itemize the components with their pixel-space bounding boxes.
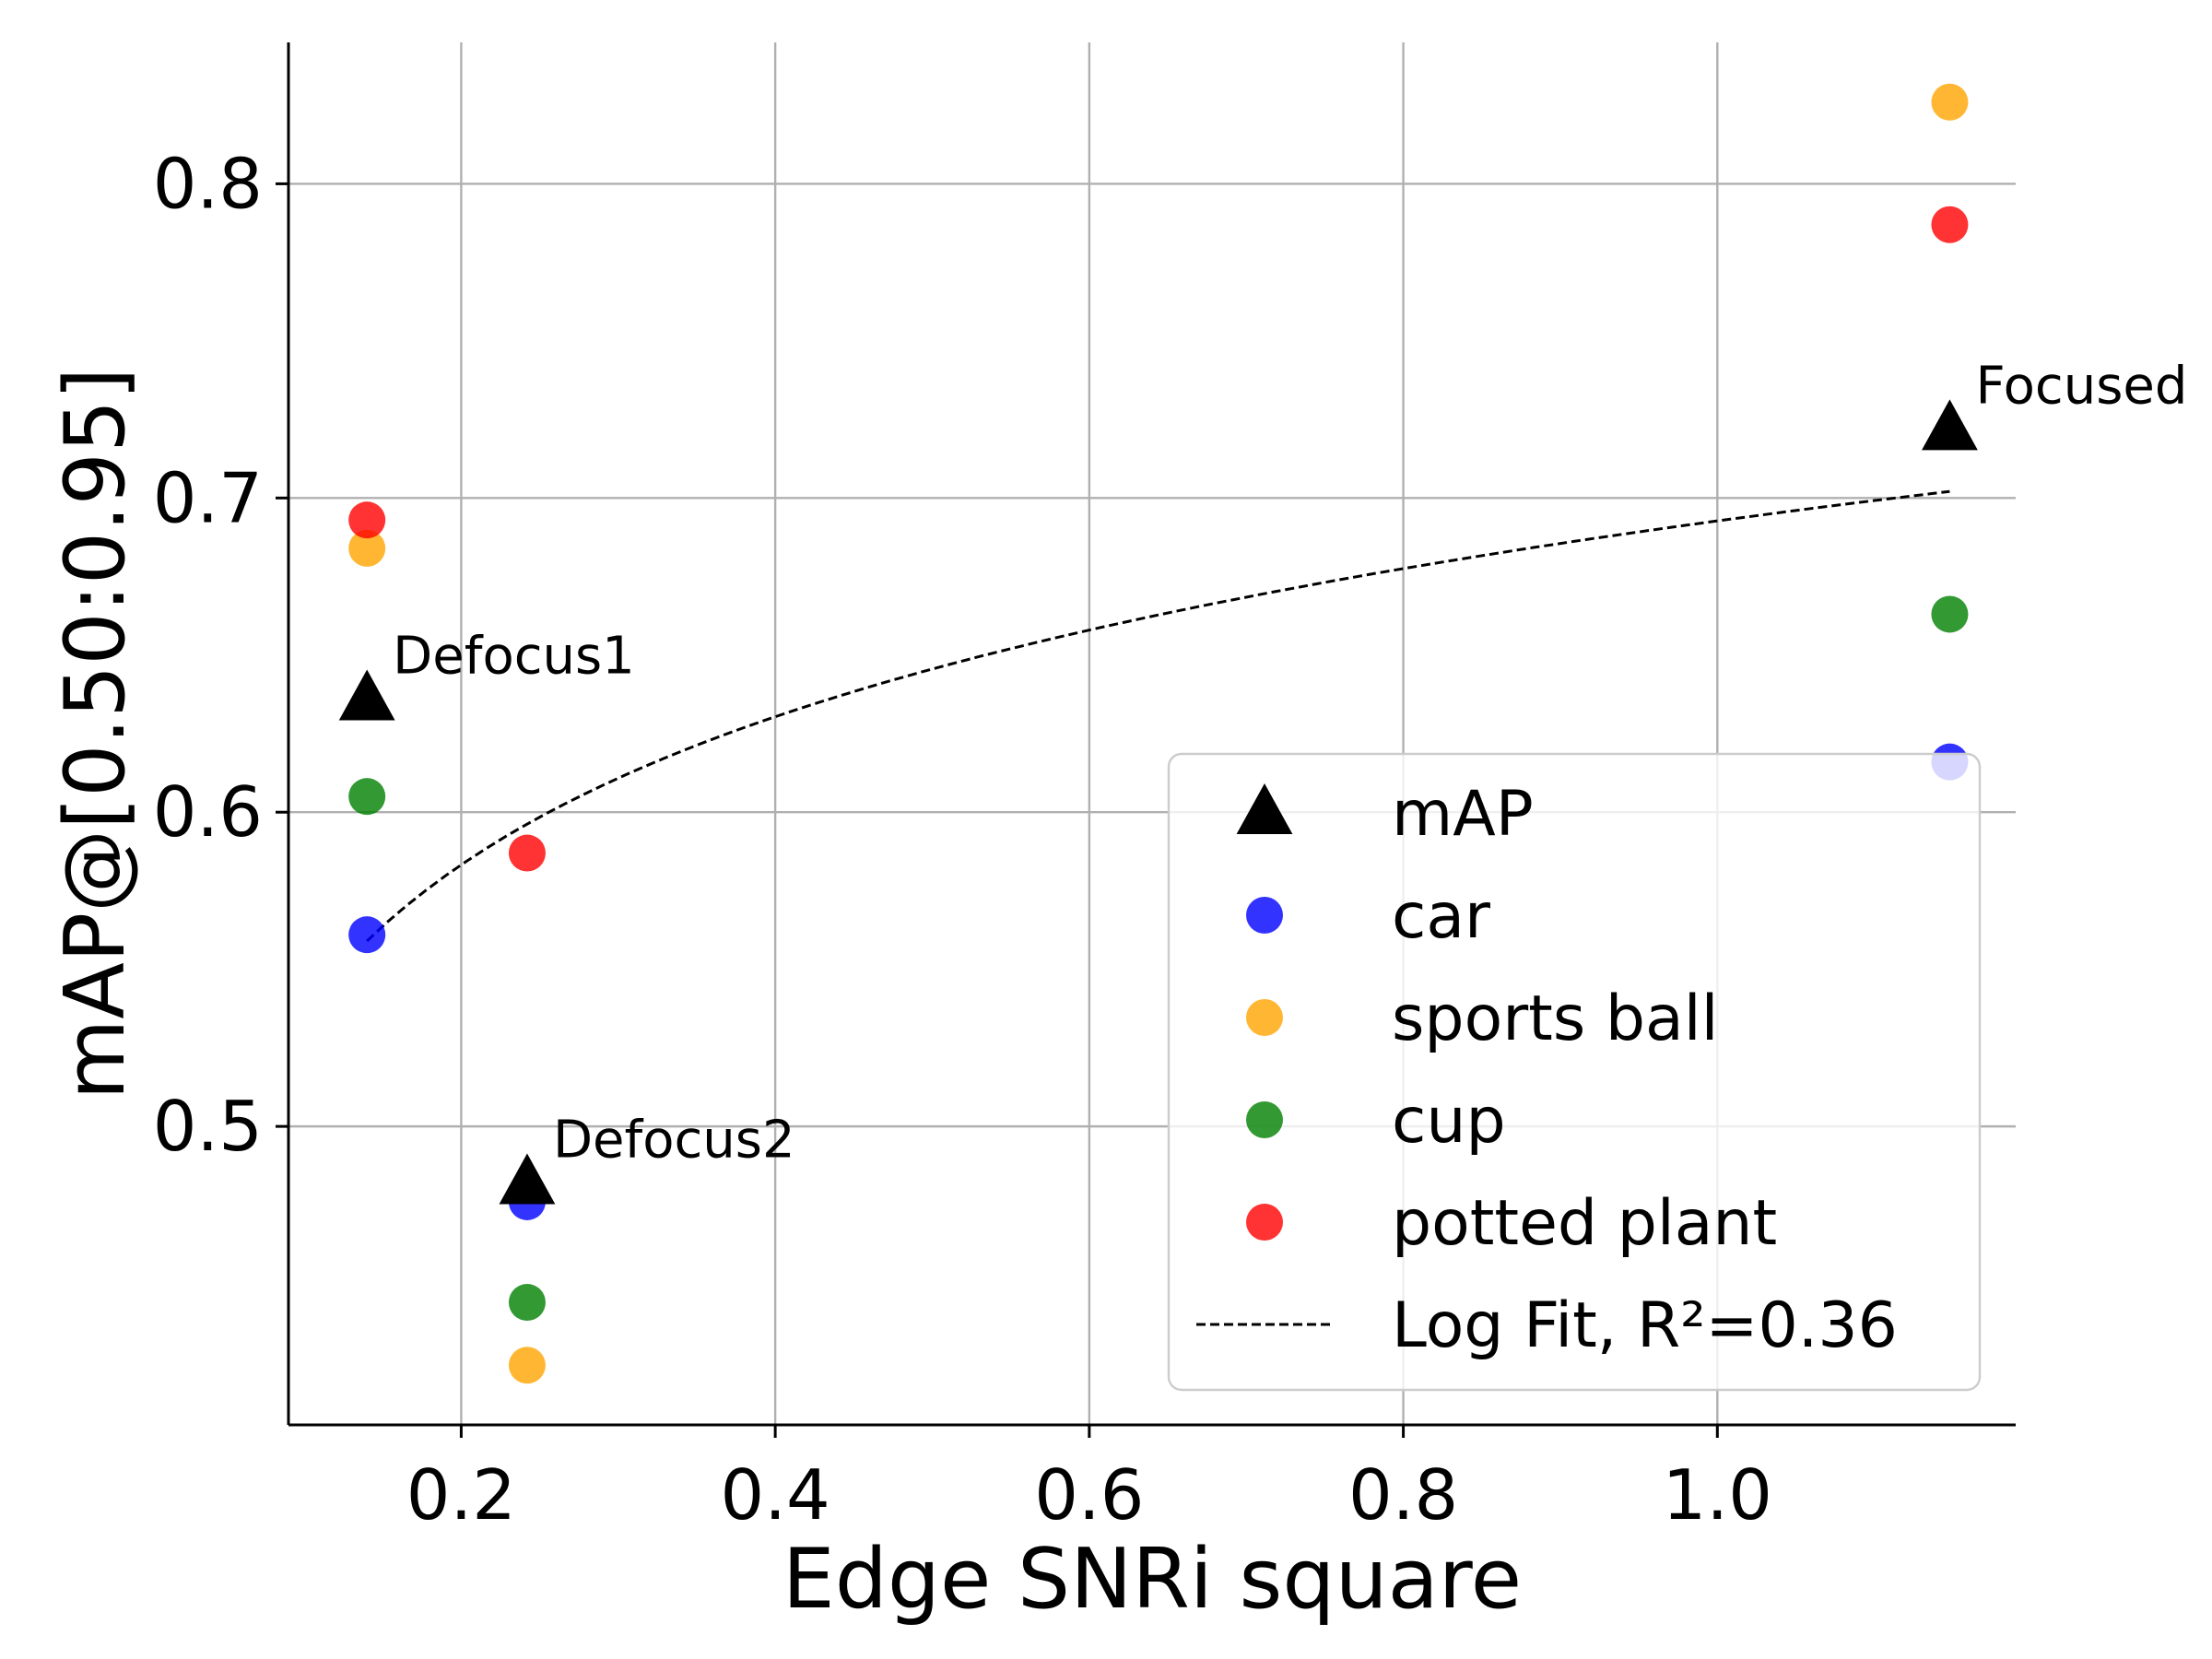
fit-line-layer (366, 489, 1950, 943)
y-tick-label: 0.6 (153, 771, 263, 853)
annotation-label: Defocus2 (553, 1111, 795, 1171)
legend-marker-potted-plant (1246, 1204, 1283, 1241)
x-axis-label: Edge SNRi square (782, 1531, 1522, 1628)
y-tick-label: 0.5 (153, 1086, 263, 1167)
point-cup (348, 778, 386, 816)
x-tick-label: 0.8 (1348, 1454, 1458, 1535)
legend-marker-cup (1246, 1101, 1283, 1138)
annotation-label: Defocus1 (393, 627, 635, 687)
point-potted-plant (508, 834, 546, 872)
point-map (338, 669, 395, 721)
annotation-label: Focused (1975, 356, 2187, 416)
point-map (499, 1153, 556, 1205)
y-axis-label: mAP@[0.50:0.95] (47, 368, 144, 1100)
legend-marker-sports-ball (1246, 999, 1283, 1036)
x-tick-label: 1.0 (1663, 1454, 1772, 1535)
x-tick-label: 0.2 (406, 1454, 516, 1535)
axes (276, 42, 2016, 1438)
legend-marker-car (1246, 897, 1283, 934)
tick-labels: 0.2 0.4 0.6 0.8 1.0 0.5 0.6 0.7 0.8 (153, 143, 1772, 1535)
point-sports-ball (348, 529, 386, 567)
legend-label: sports ball (1392, 982, 1718, 1055)
y-tick-label: 0.8 (153, 143, 263, 224)
point-car (348, 916, 386, 954)
y-tick-label: 0.7 (153, 457, 263, 538)
point-potted-plant (348, 501, 386, 539)
legend: mAP car sports ball cup potted plant Log Fit,… (1167, 752, 1982, 1392)
point-cup (508, 1284, 546, 1322)
annotations: Defocus1 Defocus2 Focused (393, 356, 2187, 1170)
legend-label: potted plant (1392, 1187, 1777, 1260)
legend-label: cup (1392, 1085, 1506, 1158)
legend-label: mAP (1392, 778, 1534, 851)
point-potted-plant (1931, 206, 1969, 243)
legend-box (1167, 752, 1982, 1392)
point-cup (1931, 595, 1969, 633)
grid-lines (288, 42, 2016, 1425)
log-fit-line (366, 489, 1950, 943)
data-points (338, 83, 1978, 1384)
x-tick-label: 0.4 (720, 1454, 830, 1535)
point-map (1922, 399, 1978, 451)
x-tick-label: 0.6 (1034, 1454, 1144, 1535)
legend-label: Log Fit, R²=0.36 (1392, 1289, 1898, 1362)
point-sports-ball (508, 1347, 546, 1384)
legend-marker-map (1236, 783, 1293, 835)
point-sports-ball (1931, 83, 1969, 121)
legend-label: car (1392, 880, 1490, 953)
